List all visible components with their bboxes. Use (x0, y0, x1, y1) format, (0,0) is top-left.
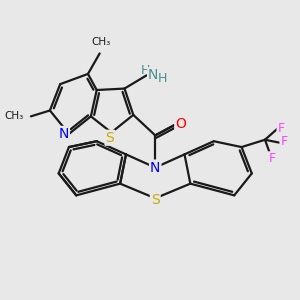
Text: N: N (58, 127, 69, 141)
Text: S: S (106, 131, 114, 145)
Text: N: N (148, 68, 158, 82)
Text: CH₃: CH₃ (92, 37, 111, 47)
Text: H: H (140, 64, 150, 76)
Text: N: N (150, 160, 160, 175)
Text: CH₃: CH₃ (4, 111, 24, 122)
Text: F: F (269, 152, 276, 165)
Text: O: O (175, 117, 186, 131)
Text: S: S (151, 193, 160, 207)
Text: H: H (158, 72, 167, 85)
Text: F: F (278, 122, 285, 135)
Text: F: F (280, 135, 287, 148)
